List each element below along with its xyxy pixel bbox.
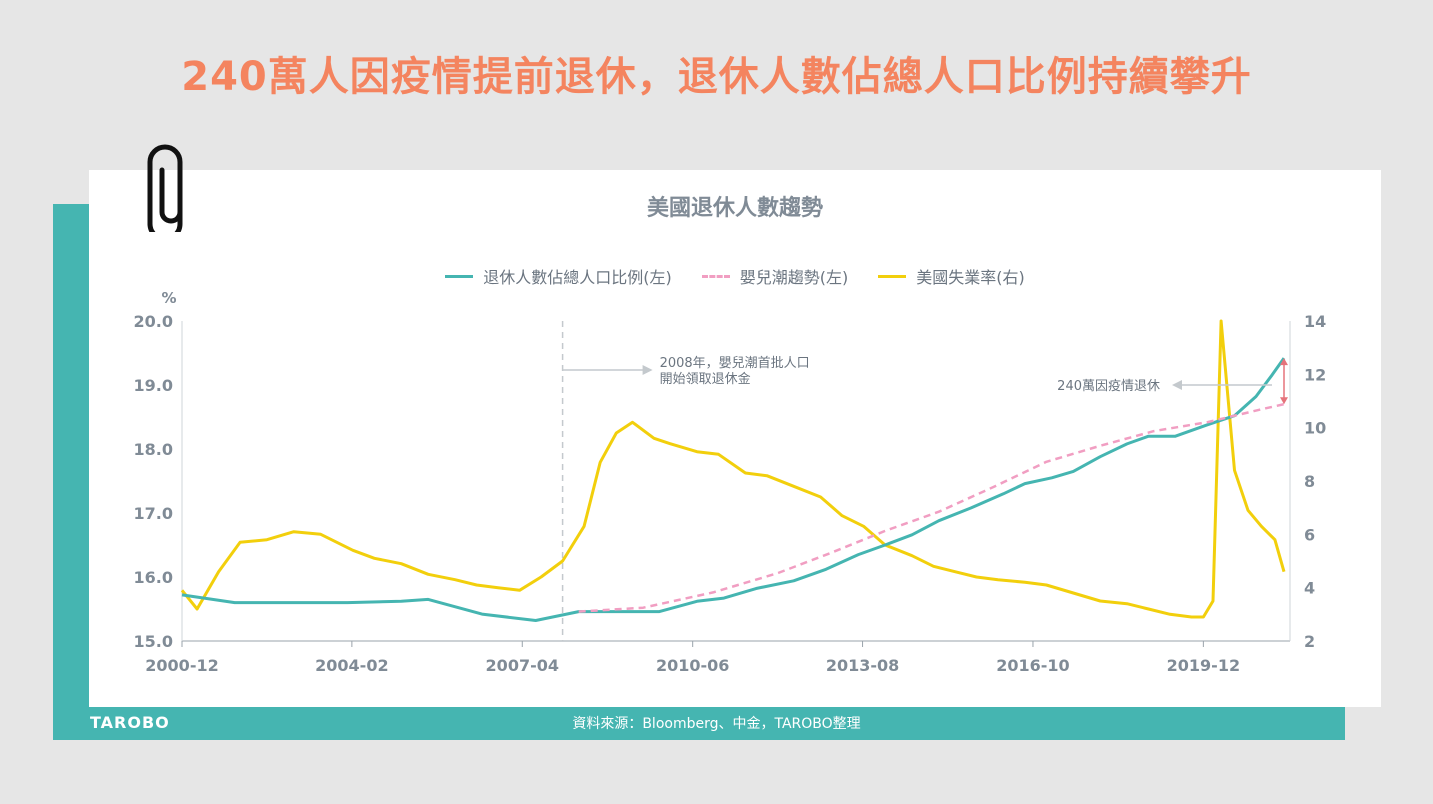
legend-item-boomer: 嬰兒潮趨勢(左) bbox=[701, 264, 849, 288]
y-tick-label: 16.0 bbox=[134, 568, 173, 587]
y2-tick-label: 6 bbox=[1304, 525, 1315, 544]
brand-logo: TAROBO bbox=[90, 713, 170, 732]
annotation-2008-text-2: 開始領取退休金 bbox=[660, 371, 751, 387]
legend-label-retirees: 退休人數佔總人口比例(左) bbox=[483, 268, 672, 287]
y2-tick-label: 14 bbox=[1304, 312, 1326, 331]
y-tick-label: 17.0 bbox=[134, 504, 173, 523]
y2-tick-label: 8 bbox=[1304, 472, 1315, 491]
y-axis-unit: % bbox=[161, 289, 176, 307]
annotation-2008-text-1: 2008年，嬰兒潮首批人口 bbox=[660, 356, 810, 371]
annotation-covid-arrowhead-top bbox=[1280, 358, 1288, 366]
y2-tick-label: 10 bbox=[1304, 419, 1326, 438]
legend-swatch-boomer bbox=[701, 274, 730, 278]
y-tick-label: 15.0 bbox=[134, 632, 173, 651]
legend-swatch-unemployment bbox=[878, 274, 907, 278]
x-tick-label: 2013-08 bbox=[826, 656, 899, 675]
annotation-covid-pointer-head bbox=[1172, 380, 1182, 390]
y-tick-label: 19.0 bbox=[134, 376, 173, 395]
series-line-boomer bbox=[578, 402, 1285, 613]
x-tick-label: 2016-10 bbox=[996, 656, 1069, 675]
source-note: 資料來源：Bloomberg、中金，TAROBO整理 bbox=[572, 716, 861, 732]
y-tick-label: 20.0 bbox=[134, 312, 173, 331]
x-tick-label: 2004-02 bbox=[315, 656, 388, 675]
paperclip-icon bbox=[147, 144, 183, 232]
legend-label-unemployment: 美國失業率(右) bbox=[916, 268, 1025, 287]
y2-tick-label: 4 bbox=[1304, 579, 1315, 598]
chart-title: 美國退休人數趨勢 bbox=[646, 196, 823, 221]
y2-tick-label: 12 bbox=[1304, 365, 1326, 384]
x-tick-label: 2007-04 bbox=[486, 656, 559, 675]
chart-legend: 退休人數佔總人口比例(左) 嬰兒潮趨勢(左) 美國失業率(右) bbox=[89, 264, 1381, 288]
legend-label-boomer: 嬰兒潮趨勢(左) bbox=[739, 268, 849, 287]
series-line-unemployment bbox=[180, 319, 1286, 619]
x-tick-label: 2019-12 bbox=[1167, 656, 1240, 675]
legend-item-retirees: 退休人數佔總人口比例(左) bbox=[445, 264, 672, 288]
legend-item-unemployment: 美國失業率(右) bbox=[878, 264, 1025, 288]
page-headline: 240萬人因疫情提前退休，退休人數佔總人口比例持續攀升 bbox=[181, 54, 1252, 100]
x-tick-label: 2000-12 bbox=[145, 656, 218, 675]
x-tick-label: 2010-06 bbox=[656, 656, 729, 675]
annotation-covid-text: 240萬因疫情退休 bbox=[1057, 378, 1160, 394]
annotation-2008-arrowhead bbox=[642, 365, 653, 375]
annotation-covid-arrowhead-bottom bbox=[1280, 397, 1288, 405]
y2-tick-label: 2 bbox=[1304, 632, 1315, 651]
y-tick-label: 18.0 bbox=[134, 440, 173, 459]
chart-card: 美國退休人數趨勢 退休人數佔總人口比例(左) 嬰兒潮趨勢(左) 美國失業率(右) bbox=[89, 170, 1381, 707]
legend-swatch-retirees bbox=[445, 274, 474, 278]
series-line-retirees bbox=[181, 357, 1286, 622]
